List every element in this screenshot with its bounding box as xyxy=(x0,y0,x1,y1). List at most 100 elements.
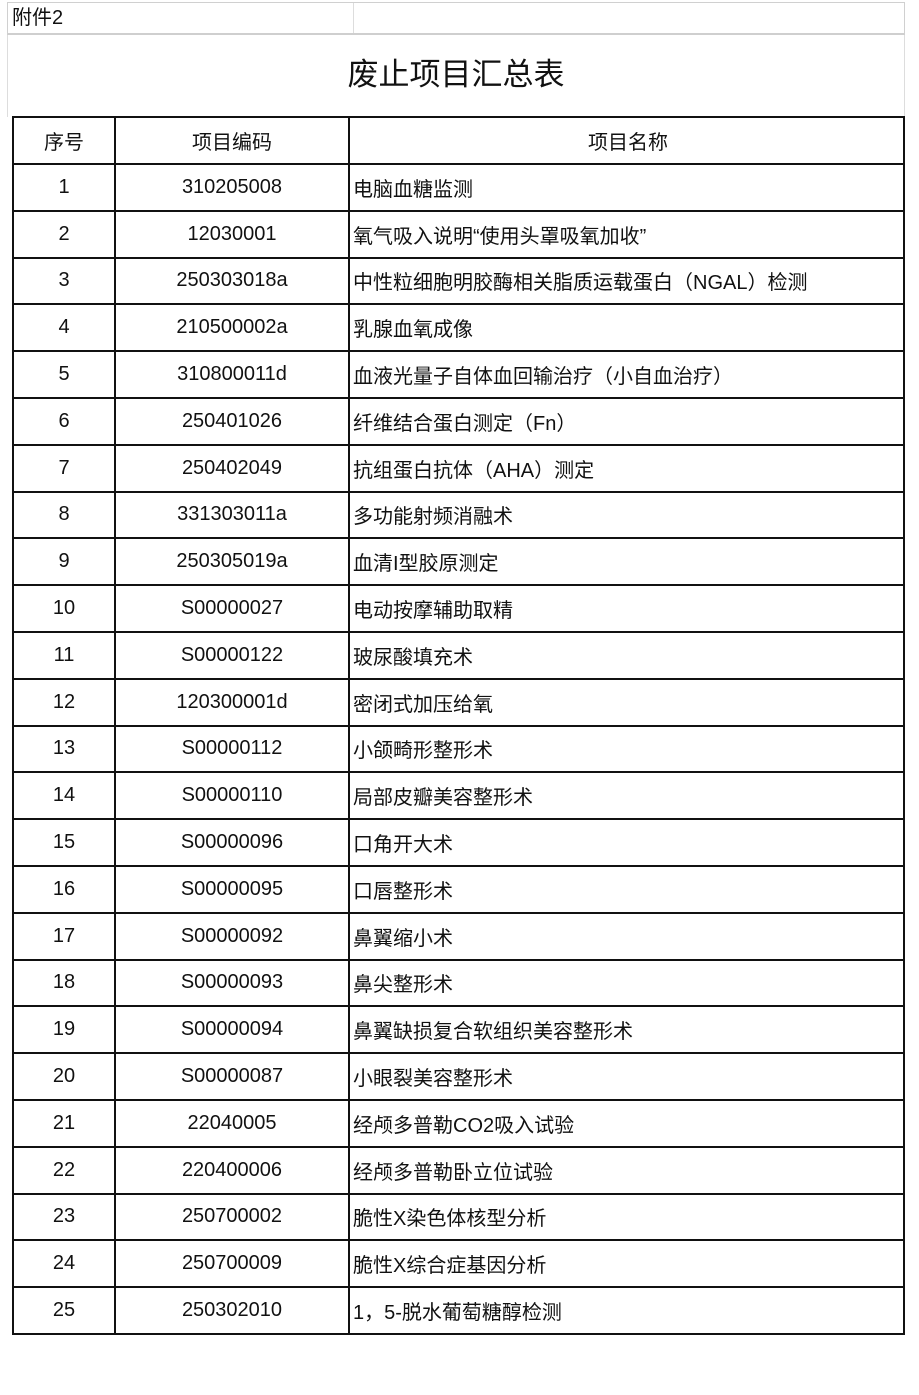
cell-name: 电脑血糖监测 xyxy=(348,163,905,212)
table-row: 10 S00000027 电动按摩辅助取精 xyxy=(12,584,905,633)
cell-code: 250700009 xyxy=(114,1239,350,1289)
table-row: 15 S00000096 口角开大术 xyxy=(12,818,905,867)
cell-code: S00000122 xyxy=(114,630,350,680)
cell-name: 电动按摩辅助取精 xyxy=(348,584,905,633)
table-row: 13 S00000112 小颌畸形整形术 xyxy=(12,724,905,774)
cell-index: 17 xyxy=(12,911,116,961)
cell-index: 12 xyxy=(12,677,116,727)
cell-code: 250401026 xyxy=(114,396,350,446)
cell-code: S00000092 xyxy=(114,911,350,961)
cell-name: 乳腺血氧成像 xyxy=(348,303,905,353)
table-row: 25 250302010 1，5-脱水葡萄糖醇检测 xyxy=(12,1286,905,1335)
cell-code: 250303018a xyxy=(114,256,350,306)
cell-index: 6 xyxy=(12,396,116,446)
cell-index: 10 xyxy=(12,584,116,633)
cell-name: 抗组蛋白抗体（AHA）测定 xyxy=(348,443,905,493)
cell-index: 19 xyxy=(12,1005,116,1055)
cell-name: 脆性X综合症基因分析 xyxy=(348,1239,905,1289)
cell-name: 多功能射频消融术 xyxy=(348,490,905,540)
table-row: 4 210500002a 乳腺血氧成像 xyxy=(12,303,905,353)
cell-name: 局部皮瓣美容整形术 xyxy=(348,771,905,821)
table-row: 1 310205008 电脑血糖监测 xyxy=(12,163,905,212)
cell-index: 22 xyxy=(12,1145,116,1195)
cell-name: 脆性X染色体核型分析 xyxy=(348,1192,905,1242)
cell-code: S00000094 xyxy=(114,1005,350,1055)
table-row: 21 22040005 经颅多普勒CO2吸入试验 xyxy=(12,1098,905,1148)
cell-name: 经颅多普勒CO2吸入试验 xyxy=(348,1098,905,1148)
cell-index: 1 xyxy=(12,163,116,212)
header-name: 项目名称 xyxy=(348,116,905,165)
table-row: 6 250401026 纤维结合蛋白测定（Fn） xyxy=(12,396,905,446)
header-code: 项目编码 xyxy=(114,116,350,165)
cell-index: 9 xyxy=(12,537,116,587)
table-row: 3 250303018a 中性粒细胞明胶酶相关脂质运载蛋白（NGAL）检测 xyxy=(12,256,905,306)
table-row: 2 12030001 氧气吸入说明“使用头罩吸氧加收” xyxy=(12,209,905,259)
cell-code: 310205008 xyxy=(114,163,350,212)
cell-index: 25 xyxy=(12,1286,116,1335)
cell-index: 24 xyxy=(12,1239,116,1289)
cell-index: 13 xyxy=(12,724,116,774)
table-row: 8 331303011a 多功能射频消融术 xyxy=(12,490,905,540)
cell-index: 14 xyxy=(12,771,116,821)
table-row: 7 250402049 抗组蛋白抗体（AHA）测定 xyxy=(12,443,905,493)
cell-index: 7 xyxy=(12,443,116,493)
cell-name: 小颌畸形整形术 xyxy=(348,724,905,774)
header-index: 序号 xyxy=(12,116,116,165)
cell-code: S00000110 xyxy=(114,771,350,821)
cell-code: 250305019a xyxy=(114,537,350,587)
cell-index: 5 xyxy=(12,350,116,399)
table-row: 19 S00000094 鼻翼缺损复合软组织美容整形术 xyxy=(12,1005,905,1055)
abolished-items-table: 序号 项目编码 项目名称 1 310205008 电脑血糖监测 2 12030001 氧气… xyxy=(12,116,905,1335)
cell-index: 4 xyxy=(12,303,116,353)
cell-index: 18 xyxy=(12,958,116,1008)
cell-name: 1，5-脱水葡萄糖醇检测 xyxy=(348,1286,905,1335)
cell-code: 331303011a xyxy=(114,490,350,540)
table-row: 12 120300001d 密闭式加压给氧 xyxy=(12,677,905,727)
cell-code: S00000095 xyxy=(114,864,350,914)
cell-name: 鼻翼缩小术 xyxy=(348,911,905,961)
table-row: 14 S00000110 局部皮瓣美容整形术 xyxy=(12,771,905,821)
cell-name: 口角开大术 xyxy=(348,818,905,867)
cell-code: 250700002 xyxy=(114,1192,350,1242)
table-row: 23 250700002 脆性X染色体核型分析 xyxy=(12,1192,905,1242)
cell-index: 20 xyxy=(12,1052,116,1101)
cell-code: 250402049 xyxy=(114,443,350,493)
table-header-row: 序号 项目编码 项目名称 xyxy=(12,116,905,165)
cell-code: S00000096 xyxy=(114,818,350,867)
cell-index: 11 xyxy=(12,630,116,680)
cell-name: 小眼裂美容整形术 xyxy=(348,1052,905,1101)
cell-index: 21 xyxy=(12,1098,116,1148)
cell-name: 氧气吸入说明“使用头罩吸氧加收” xyxy=(348,209,905,259)
table-row: 5 310800011d 血液光量子自体血回输治疗（小自血治疗） xyxy=(12,350,905,399)
attachment-label: 附件2 xyxy=(8,3,354,33)
cell-name: 血液光量子自体血回输治疗（小自血治疗） xyxy=(348,350,905,399)
cell-code: S00000027 xyxy=(114,584,350,633)
cell-name: 玻尿酸填充术 xyxy=(348,630,905,680)
cell-index: 8 xyxy=(12,490,116,540)
cell-code: 12030001 xyxy=(114,209,350,259)
table-row: 17 S00000092 鼻翼缩小术 xyxy=(12,911,905,961)
cell-name: 经颅多普勒卧立位试验 xyxy=(348,1145,905,1195)
table-row: 18 S00000093 鼻尖整形术 xyxy=(12,958,905,1008)
cell-name: 口唇整形术 xyxy=(348,864,905,914)
cell-code: 22040005 xyxy=(114,1098,350,1148)
cell-name: 纤维结合蛋白测定（Fn） xyxy=(348,396,905,446)
cell-name: 中性粒细胞明胶酶相关脂质运载蛋白（NGAL）检测 xyxy=(348,256,905,306)
table-row: 24 250700009 脆性X综合症基因分析 xyxy=(12,1239,905,1289)
table-row: 22 220400006 经颅多普勒卧立位试验 xyxy=(12,1145,905,1195)
cell-code: 220400006 xyxy=(114,1145,350,1195)
cell-name: 鼻翼缺损复合软组织美容整形术 xyxy=(348,1005,905,1055)
cell-index: 2 xyxy=(12,209,116,259)
cell-code: S00000112 xyxy=(114,724,350,774)
cell-code: 310800011d xyxy=(114,350,350,399)
cell-name: 鼻尖整形术 xyxy=(348,958,905,1008)
cell-index: 15 xyxy=(12,818,116,867)
page-title: 废止项目汇总表 xyxy=(7,35,905,117)
cell-code: S00000093 xyxy=(114,958,350,1008)
cell-code: S00000087 xyxy=(114,1052,350,1101)
cell-name: 密闭式加压给氧 xyxy=(348,677,905,727)
cell-code: 210500002a xyxy=(114,303,350,353)
cell-index: 16 xyxy=(12,864,116,914)
cell-index: 23 xyxy=(12,1192,116,1242)
cell-code: 120300001d xyxy=(114,677,350,727)
